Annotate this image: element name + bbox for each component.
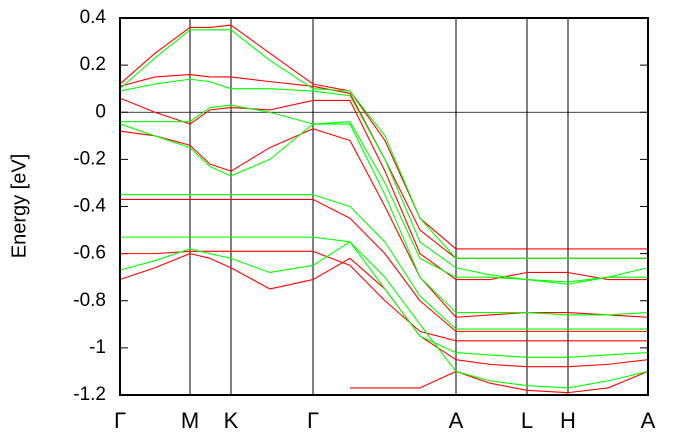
y-tick-label: -1.2 <box>73 384 106 405</box>
y-tick-label: 0.2 <box>80 54 106 75</box>
y-axis-label: Energy [eV] <box>8 154 30 259</box>
band-line <box>120 250 648 342</box>
x-tick-label: M <box>181 408 199 433</box>
x-tick-label: A <box>641 408 656 433</box>
band-line <box>119 78 649 285</box>
x-tick-label: Γ <box>114 408 126 433</box>
x-tick-label: Γ <box>307 408 319 433</box>
band-line <box>120 104 648 283</box>
band-line <box>120 236 649 358</box>
plot-frame <box>119 17 649 396</box>
y-tick-label: -1 <box>89 337 106 358</box>
y-tick-label: 0 <box>95 101 106 122</box>
band-line <box>119 128 649 318</box>
y-tick-label: -0.2 <box>73 148 106 169</box>
band-line <box>119 97 648 281</box>
x-tick-label: H <box>560 408 576 433</box>
y-tick-label: -0.4 <box>73 196 106 217</box>
y-tick-label: -0.6 <box>73 243 106 264</box>
band-line <box>350 370 649 394</box>
band-line <box>120 198 648 332</box>
band-line <box>119 123 649 316</box>
x-tick-label: K <box>224 408 239 433</box>
x-tick-label: A <box>449 408 464 433</box>
band-line <box>120 194 648 330</box>
x-tick-label: L <box>521 408 533 433</box>
y-tick-label: -0.8 <box>73 290 106 311</box>
band-line <box>119 74 648 259</box>
band-line <box>119 253 649 368</box>
band-line <box>119 29 648 259</box>
y-tick-label: 0.4 <box>80 7 107 28</box>
band-line <box>119 241 649 389</box>
band-line <box>119 24 648 250</box>
